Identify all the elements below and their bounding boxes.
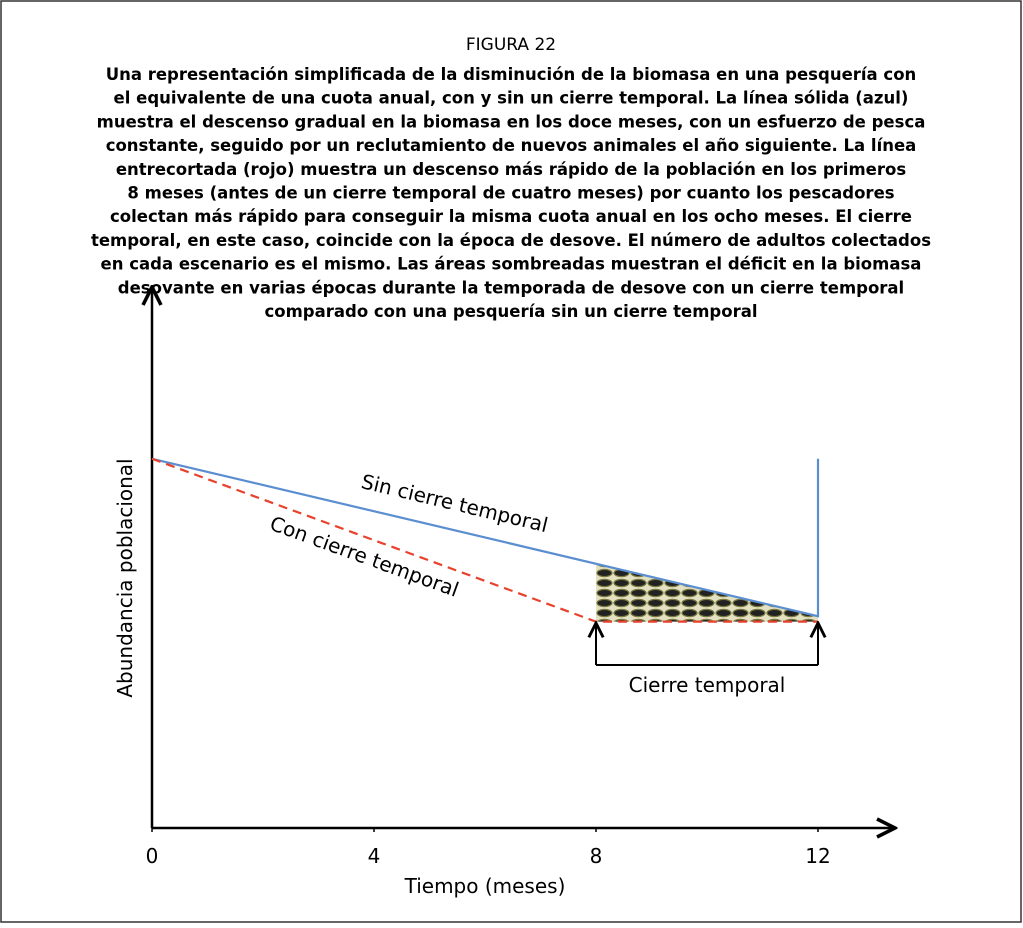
caption: Una representación simplificada de la di…: [91, 65, 931, 321]
caption-line: el equivalente de una cuota anual, con y…: [114, 89, 909, 108]
series-line: [152, 459, 818, 616]
figure-label: FIGURA 22: [466, 35, 556, 55]
caption-line: 8 meses (antes de un cierre temporal de …: [127, 184, 894, 203]
x-tick-label: 4: [368, 844, 381, 868]
caption-line: desovante en varias épocas durante la te…: [118, 278, 904, 297]
y-axis-label: Abundancia poblacional: [113, 458, 137, 697]
x-tick-label: 8: [590, 844, 603, 868]
caption-line: constante, seguido por un reclutamiento …: [106, 136, 917, 155]
annotation: Cierre temporal: [629, 673, 786, 697]
x-tick-label: 12: [805, 844, 830, 868]
x-tick-label: 0: [146, 844, 159, 868]
caption-line: en cada escenario es el mismo. Las áreas…: [101, 255, 922, 274]
caption-line: temporal, en este caso, coincide con la …: [91, 231, 931, 250]
x-axis-label: Tiempo (meses): [404, 874, 566, 898]
caption-line: comparado con una pesquería sin un cierr…: [264, 302, 757, 321]
figure: FIGURA 22 Una representación simplificad…: [0, 0, 1023, 924]
caption-line: muestra el descenso gradual en la biomas…: [97, 112, 926, 131]
series-label: Sin cierre temporal: [359, 469, 550, 537]
caption-line: entrecortada (rojo) muestra un descenso …: [116, 160, 906, 179]
caption-line: Una representación simplificada de la di…: [106, 65, 917, 84]
caption-line: colectan más rápido para conseguir la mi…: [110, 207, 912, 226]
